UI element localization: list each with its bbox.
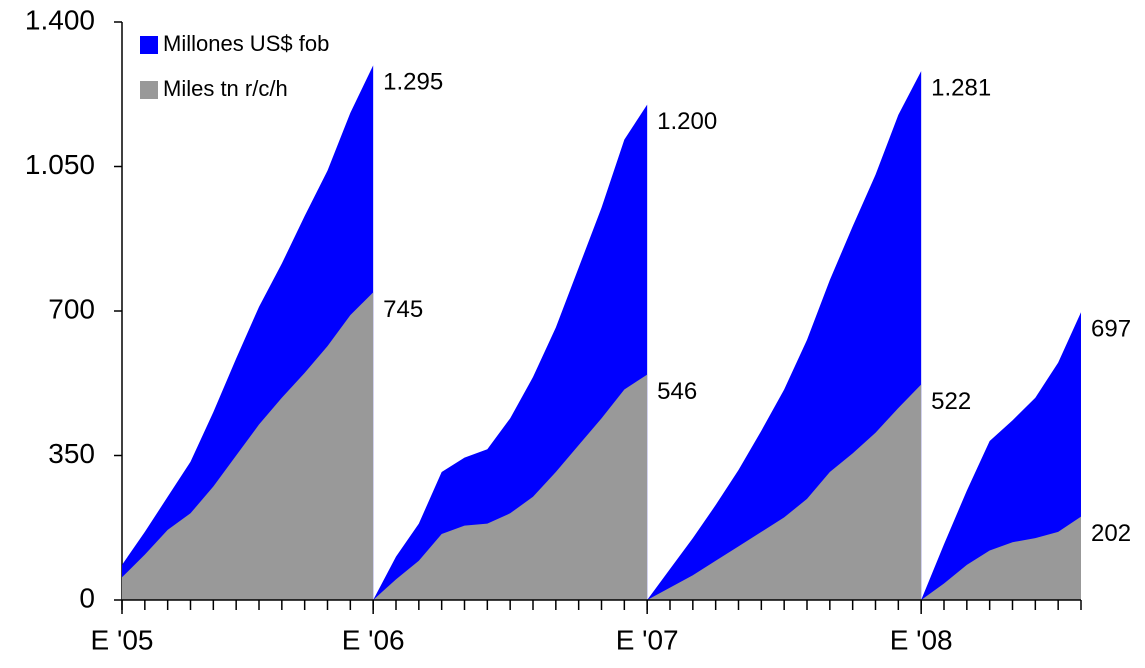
y-tick-label: 350 — [48, 438, 95, 469]
y-tick-label: 1.050 — [25, 149, 95, 180]
legend-label: Miles tn r/c/h — [163, 76, 288, 101]
x-tick-label: E '08 — [890, 624, 953, 655]
legend-swatch — [140, 81, 158, 99]
legend-label: Millones US$ fob — [163, 31, 329, 56]
data-label: 1.295 — [383, 69, 443, 96]
y-tick-label: 1.400 — [25, 4, 95, 35]
data-label: 546 — [657, 378, 697, 405]
x-tick-label: E '06 — [342, 624, 405, 655]
data-label: 202 — [1091, 520, 1131, 547]
y-tick-label: 0 — [79, 582, 95, 613]
data-label: 745 — [383, 296, 423, 323]
data-label: 1.200 — [657, 108, 717, 135]
x-tick-label: E '07 — [616, 624, 679, 655]
area — [122, 292, 1081, 600]
legend-swatch — [140, 36, 158, 54]
y-tick-label: 700 — [48, 293, 95, 324]
x-tick-label: E '05 — [91, 624, 154, 655]
data-label: 522 — [931, 388, 971, 415]
data-label: 1.281 — [931, 74, 991, 101]
data-label: 697 — [1091, 316, 1131, 343]
